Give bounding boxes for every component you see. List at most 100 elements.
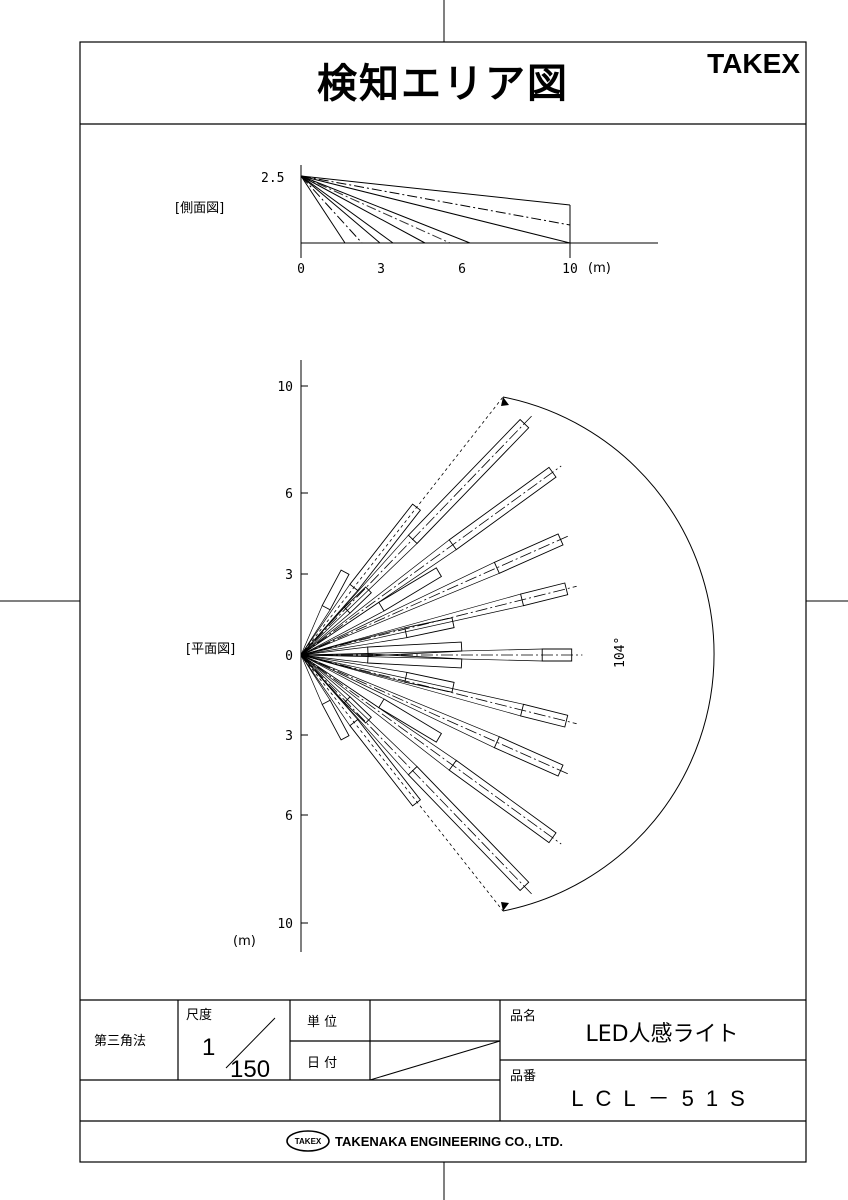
zone-fan-line	[300, 654, 331, 701]
plan-view-tick-10-top: 10	[277, 380, 293, 395]
title-block-grid	[80, 999, 806, 1122]
zone-fan-line	[300, 648, 543, 656]
side-view-unit: (m)	[588, 261, 611, 276]
zone-center-line	[300, 534, 571, 656]
detection-zone	[349, 718, 422, 807]
plan-view-tick-3-bottom: 3	[285, 729, 293, 744]
angle-limit-line-bottom	[300, 654, 504, 912]
zone-fan-line	[300, 654, 351, 698]
side-view: [側面図] 2.5 0 3 6 10 (m)	[175, 165, 658, 277]
zone-fan-line	[300, 612, 351, 656]
angle-limit-line-top	[300, 396, 504, 656]
zone-fan-line	[300, 654, 521, 717]
detection-zone	[407, 765, 530, 892]
side-view-label: [側面図]	[175, 201, 224, 216]
zone-fan-line	[300, 654, 385, 700]
zone-center-line	[300, 654, 571, 776]
zone-fan-line	[300, 654, 543, 662]
side-view-x-tick-3: 3	[377, 262, 385, 277]
detection-zone	[343, 696, 372, 724]
detection-zone	[321, 569, 350, 611]
zone-fan-line	[300, 654, 495, 749]
zone-fan-line	[300, 607, 345, 656]
zone-fan-line	[300, 654, 368, 664]
detection-zone	[343, 586, 372, 614]
detection-zone	[520, 703, 569, 728]
sheet-frame	[79, 41, 807, 1163]
detection-zone	[493, 736, 564, 777]
zone-fan-line	[300, 654, 405, 683]
detection-zone	[378, 698, 443, 743]
plan-view-tick-3-top: 3	[285, 568, 293, 583]
zone-center-line	[300, 465, 562, 656]
zone-fan-line	[300, 572, 500, 656]
zone-fan-line	[300, 561, 495, 656]
zone-fan-line	[300, 654, 379, 708]
detection-zone	[407, 418, 530, 545]
date-label: 日 付	[307, 1056, 337, 1071]
plan-view: [平面図] 10 6 3 0 3 6 10 (m) 104°	[186, 360, 715, 952]
detection-zone	[367, 641, 463, 657]
projection-method: 第三角法	[94, 1034, 146, 1049]
detection-zone	[448, 759, 557, 844]
zone-fan-line	[300, 654, 500, 738]
zone-fan-line	[300, 609, 331, 656]
company-footer: TAKEX TAKENAKA ENGINEERING CO., LTD.	[286, 1130, 563, 1152]
unit-label: 単 位	[307, 1014, 337, 1030]
plan-view-tick-6-top: 6	[285, 487, 293, 502]
detection-angle-arc	[502, 396, 715, 912]
detection-zone	[378, 567, 443, 612]
detection-zone	[321, 699, 350, 741]
detection-zone	[404, 671, 455, 693]
scale-numerator: 1	[202, 1034, 215, 1061]
zone-center-line	[300, 415, 533, 656]
product-name: LED人感ライト	[585, 1022, 738, 1047]
zone-fan-line	[300, 602, 379, 656]
brand-logo-text: TAKEX	[707, 48, 800, 79]
zone-fan-line	[300, 637, 407, 656]
side-view-x-tick-6: 6	[458, 262, 466, 277]
company-logo-text: TAKEX	[295, 1137, 322, 1146]
detection-zone	[520, 582, 569, 607]
zone-fan-line	[300, 654, 323, 705]
zone-center-line	[300, 654, 562, 845]
zone-fan-line	[300, 654, 351, 726]
zone-fan-line	[300, 646, 368, 656]
page-title: 検知エリア図	[317, 61, 569, 107]
zone-fan-line	[300, 543, 418, 656]
detection-zone	[404, 617, 455, 639]
company-name: TAKENAKA ENGINEERING CO., LTD.	[335, 1134, 563, 1149]
detection-zone	[349, 503, 422, 592]
product-number: LCL－51S	[571, 1086, 757, 1111]
arc-arrow-top	[501, 397, 509, 406]
zone-fan-line	[300, 610, 385, 656]
zone-fan-line	[300, 654, 524, 705]
plan-view-tick-0: 0	[285, 649, 293, 664]
plan-view-tick-10-bottom: 10	[277, 917, 293, 932]
side-view-x-tick-10: 10	[562, 262, 578, 277]
side-view-height-label: 2.5	[261, 171, 284, 186]
zone-fan-line	[300, 584, 351, 656]
plan-view-tick-6-bottom: 6	[285, 809, 293, 824]
detection-zone	[367, 653, 463, 669]
detection-zones	[300, 415, 583, 895]
scale-label: 尺度	[186, 1007, 212, 1023]
plan-view-label: [平面図]	[186, 642, 235, 657]
detection-zone	[448, 466, 557, 551]
zone-fan-line	[300, 605, 524, 656]
detection-zone	[493, 533, 564, 574]
detection-angle-label: 104°	[613, 637, 628, 668]
company-logo-icon	[286, 1130, 330, 1152]
zone-fan-line	[300, 653, 369, 656]
plan-view-unit: (m)	[233, 934, 256, 949]
zone-center-line	[300, 654, 533, 895]
side-view-x-tick-0: 0	[297, 262, 305, 277]
scale-denominator: 150	[230, 1056, 270, 1083]
zone-fan-line	[300, 654, 418, 767]
arc-arrow-bottom	[501, 902, 509, 911]
detection-zone	[541, 648, 573, 662]
product-name-label: 品名	[510, 1008, 536, 1024]
zone-fan-line	[300, 654, 450, 771]
